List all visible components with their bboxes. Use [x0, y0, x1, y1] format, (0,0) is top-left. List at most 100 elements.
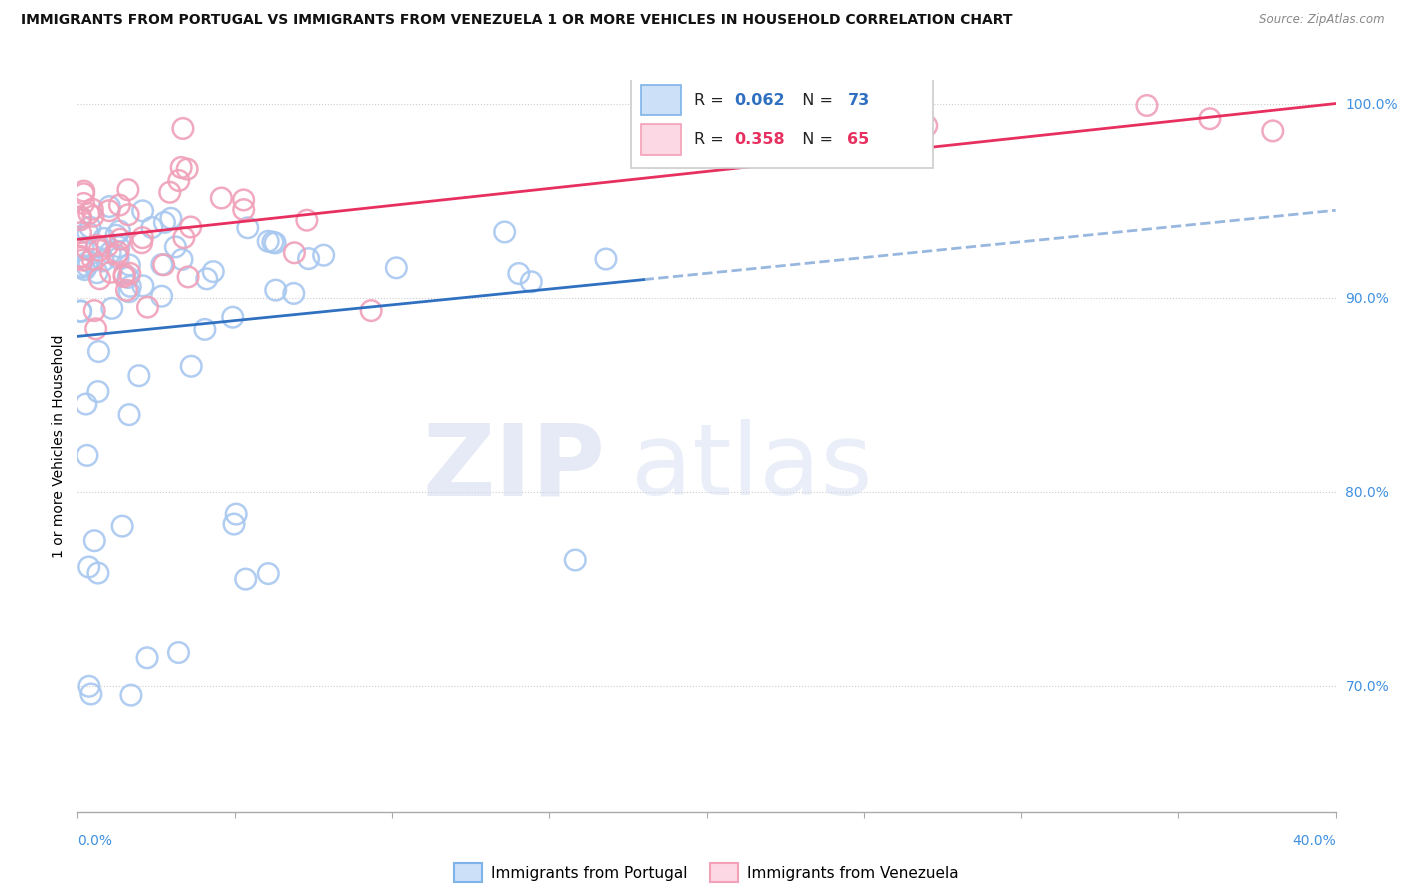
Point [73, 184, 96, 198]
Point [70, 259, 93, 273]
FancyBboxPatch shape [641, 124, 682, 155]
Point [564, 553, 586, 567]
Text: 73: 73 [848, 93, 870, 108]
Point [98, 200, 121, 214]
Point [202, 265, 225, 279]
Point [170, 252, 193, 267]
Point [76, 242, 98, 256]
Point [86, 238, 108, 252]
Point [520, 275, 543, 289]
Text: R =: R = [695, 93, 728, 108]
Point [173, 230, 195, 244]
Point [117, 270, 139, 285]
Text: 65: 65 [848, 132, 870, 147]
Point [111, 519, 134, 533]
Point [118, 266, 141, 280]
Point [69, 210, 91, 224]
Point [84, 322, 107, 336]
Point [264, 235, 287, 250]
Point [82, 252, 104, 267]
Point [117, 208, 139, 222]
Point [232, 193, 254, 207]
Point [72, 241, 94, 255]
Point [69, 226, 91, 240]
Point [112, 268, 135, 282]
Text: 0.358: 0.358 [734, 132, 785, 147]
Point [75, 397, 97, 411]
Y-axis label: 1 or more Vehicles in Household: 1 or more Vehicles in Household [52, 334, 66, 558]
Point [131, 230, 153, 244]
Point [87, 384, 110, 399]
Point [257, 234, 280, 248]
Point [264, 283, 287, 297]
Point [82, 202, 104, 217]
Point [508, 267, 530, 281]
Point [112, 269, 135, 284]
Point [141, 220, 163, 235]
Point [108, 224, 131, 238]
Point [77, 560, 100, 574]
Point [73, 262, 96, 277]
Point [82, 209, 104, 223]
Point [136, 650, 159, 665]
Point [852, 121, 875, 136]
Point [76, 259, 98, 273]
Point [108, 240, 131, 254]
Point [195, 272, 218, 286]
Point [128, 368, 150, 383]
Point [115, 283, 138, 297]
Point [69, 260, 91, 275]
Point [118, 258, 141, 272]
Point [118, 285, 141, 299]
Point [77, 679, 100, 693]
Text: IMMIGRANTS FROM PORTUGAL VS IMMIGRANTS FROM VENEZUELA 1 OR MORE VEHICLES IN HOUS: IMMIGRANTS FROM PORTUGAL VS IMMIGRANTS F… [21, 13, 1012, 28]
Point [283, 286, 305, 301]
Text: ZIP: ZIP [423, 419, 606, 516]
Point [69, 249, 91, 263]
FancyBboxPatch shape [631, 73, 934, 168]
Point [105, 248, 128, 262]
Point [360, 303, 382, 318]
Point [170, 161, 193, 175]
Point [915, 119, 938, 133]
Point [153, 215, 176, 229]
Text: 0.062: 0.062 [734, 93, 785, 108]
Point [69, 212, 91, 227]
Point [108, 232, 131, 246]
Point [167, 173, 190, 187]
Point [222, 517, 245, 532]
Point [159, 186, 181, 200]
Point [262, 235, 284, 249]
Legend: Immigrants from Portugal, Immigrants from Venezuela: Immigrants from Portugal, Immigrants fro… [449, 857, 965, 888]
Point [98, 203, 121, 218]
Point [69, 211, 91, 225]
Point [107, 245, 129, 260]
Point [312, 248, 335, 262]
Point [69, 304, 91, 318]
Point [209, 191, 232, 205]
Point [72, 196, 94, 211]
Point [180, 219, 202, 234]
Point [80, 687, 103, 701]
Text: 0.0%: 0.0% [77, 834, 112, 848]
Point [177, 269, 200, 284]
Point [87, 244, 110, 258]
Point [91, 253, 114, 268]
Point [167, 646, 190, 660]
Point [1198, 112, 1220, 126]
Point [494, 225, 516, 239]
Point [232, 202, 254, 217]
Point [236, 220, 259, 235]
Point [69, 304, 91, 318]
Point [257, 566, 280, 581]
Point [120, 688, 142, 702]
Point [150, 289, 173, 303]
Point [105, 228, 128, 243]
Point [172, 121, 194, 136]
Point [117, 183, 139, 197]
Point [76, 449, 98, 463]
Point [93, 231, 115, 245]
Point [77, 206, 100, 220]
Point [132, 278, 155, 293]
Point [176, 162, 198, 177]
